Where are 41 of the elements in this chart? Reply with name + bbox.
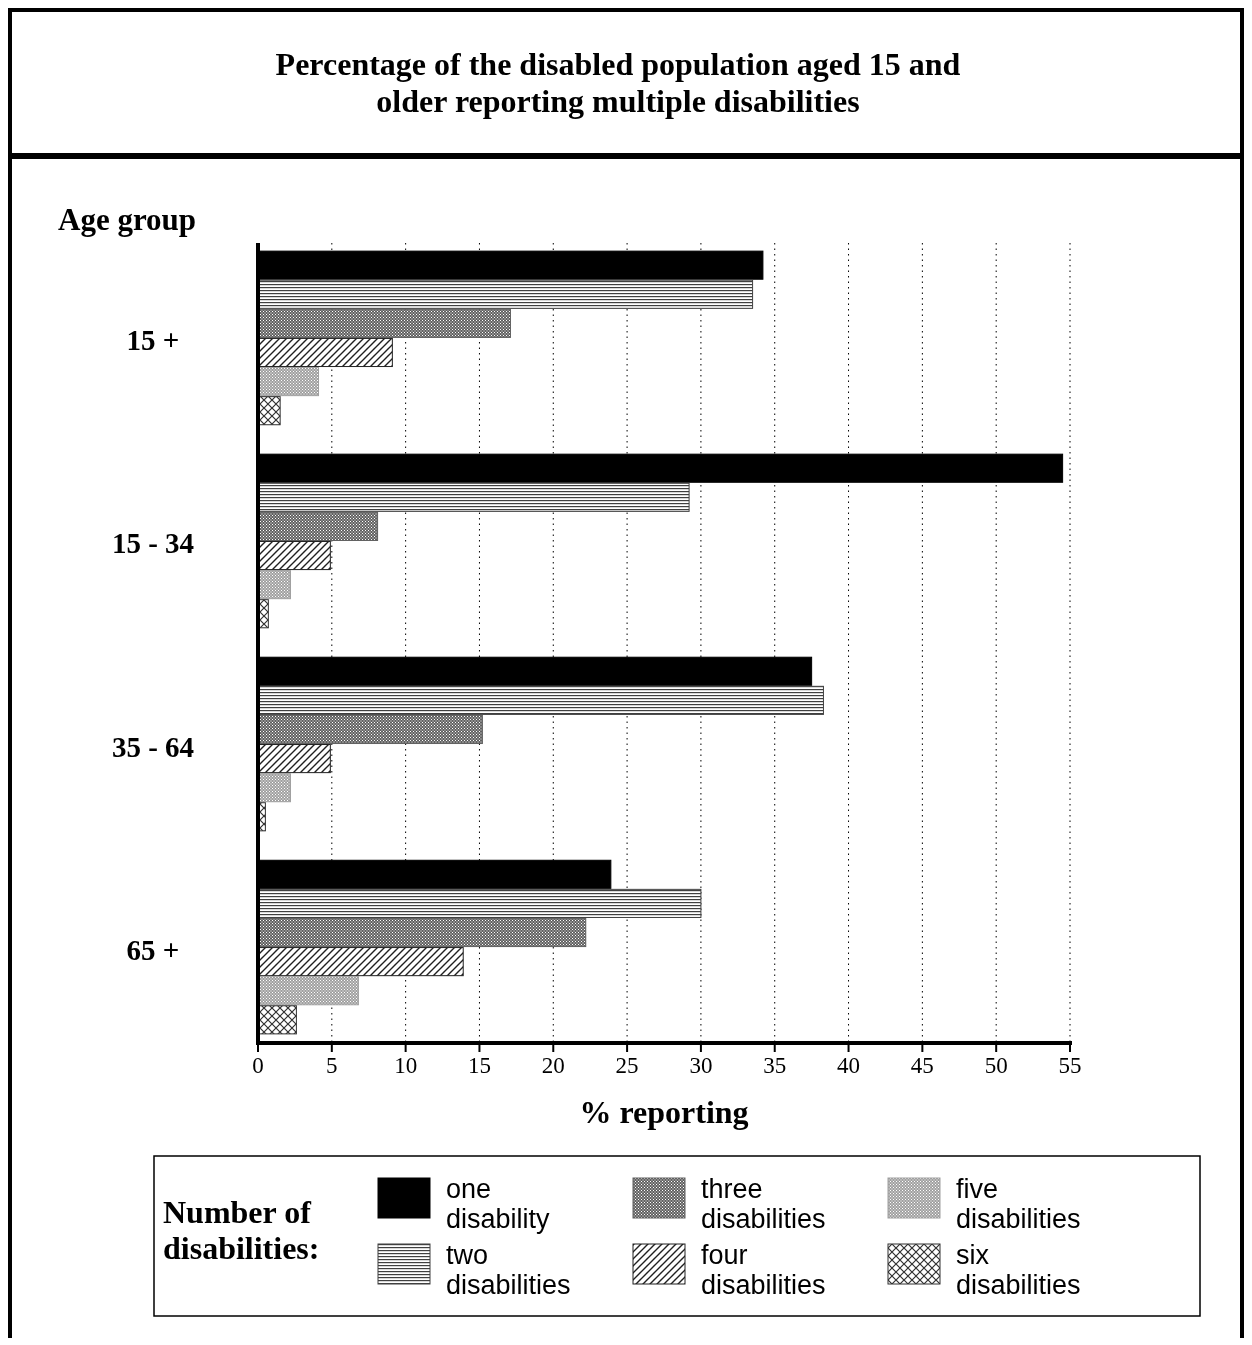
- x-tick-label: 40: [837, 1053, 861, 1078]
- legend-label: four disabilities: [701, 1240, 826, 1300]
- bar: [257, 947, 464, 977]
- bar: [257, 714, 483, 745]
- y-axis-title: Age group: [58, 202, 197, 237]
- x-tick-label: 25: [615, 1053, 639, 1078]
- bar: [257, 482, 690, 512]
- bar: [257, 976, 359, 1006]
- x-tick-label: 30: [689, 1053, 713, 1078]
- x-tick-label: 5: [326, 1053, 338, 1078]
- legend-label: six disabilities: [956, 1240, 1081, 1300]
- x-axis-title: % reporting: [579, 1094, 749, 1130]
- y-tick-label: 15 +: [126, 324, 180, 357]
- bar: [257, 279, 754, 309]
- bar: [257, 744, 331, 774]
- x-tick-label: 55: [1058, 1053, 1082, 1078]
- bar: [257, 367, 320, 397]
- y-tick-label: 35 - 64: [111, 730, 195, 763]
- x-tick-label: 20: [541, 1053, 565, 1078]
- bar: [257, 540, 331, 571]
- bar: [257, 308, 511, 338]
- x-tick-label: 15: [467, 1053, 491, 1078]
- bar: [257, 337, 393, 368]
- bar: [257, 685, 824, 715]
- bar: [257, 773, 291, 803]
- x-tick-label: 35: [763, 1053, 787, 1078]
- legend-label: two disabilities: [446, 1240, 571, 1300]
- bar: [257, 888, 702, 918]
- x-tick-label: 10: [394, 1053, 418, 1078]
- bar: [257, 917, 587, 948]
- chart-title: Percentage of the disabled population aged 15 and older reporting multiple disabilities: [275, 46, 961, 119]
- x-tick-label: 45: [910, 1053, 934, 1078]
- bar: [257, 396, 281, 426]
- bar: [257, 511, 379, 541]
- x-tick-label: 0: [252, 1053, 264, 1078]
- legend-title: Number of disabilities:: [163, 1194, 320, 1266]
- y-tick-label: 65 +: [126, 933, 180, 966]
- bar: [257, 570, 291, 600]
- x-tick-label: 50: [984, 1053, 1008, 1078]
- bar: [257, 1005, 297, 1035]
- y-tick-label: 15 - 34: [111, 527, 195, 560]
